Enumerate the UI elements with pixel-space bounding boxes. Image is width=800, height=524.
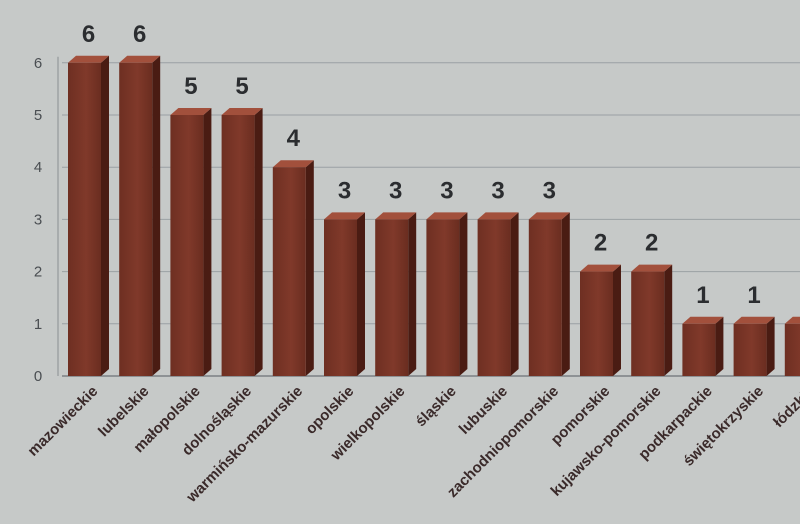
data-label: 6 xyxy=(82,21,95,48)
data-label: 1 xyxy=(696,282,709,309)
data-label: 4 xyxy=(287,125,301,152)
bars xyxy=(68,55,800,377)
bar xyxy=(784,316,800,376)
bar xyxy=(733,316,775,376)
data-label: 3 xyxy=(491,177,504,204)
data-label: 2 xyxy=(645,230,658,257)
y-tick-label: 2 xyxy=(34,264,42,281)
bar xyxy=(426,212,468,376)
bar xyxy=(375,212,417,376)
data-label: 6 xyxy=(133,21,146,48)
y-tick-label: 4 xyxy=(34,159,42,176)
bar xyxy=(119,55,161,377)
data-label: 2 xyxy=(594,230,607,257)
data-label: 3 xyxy=(338,177,351,204)
bar xyxy=(221,108,263,376)
y-tick-label: 1 xyxy=(34,316,42,333)
bar xyxy=(68,55,109,377)
bar xyxy=(682,316,724,376)
data-label: 5 xyxy=(235,73,248,100)
bar xyxy=(170,108,212,376)
y-tick-label: 3 xyxy=(34,211,42,228)
data-labels: 6 6 5 5 4 3 3 3 3 3 2 2 1 1 1 xyxy=(82,21,800,309)
x-category-label: śląskie xyxy=(412,383,459,430)
x-category-label: mazowieckie xyxy=(24,383,101,460)
data-label: 1 xyxy=(747,282,760,309)
y-tick-label: 5 xyxy=(34,107,42,124)
x-axis-labels: mazowieckielubelskiemałopolskiedolnośląs… xyxy=(24,383,800,507)
bar xyxy=(272,160,314,376)
data-label: 3 xyxy=(440,177,453,204)
bar xyxy=(631,264,673,376)
x-category-label: łódzkie xyxy=(770,383,800,431)
bar xyxy=(324,212,365,376)
data-label: 3 xyxy=(543,177,556,204)
bar xyxy=(528,212,570,376)
data-label: 1 xyxy=(799,282,800,309)
bar xyxy=(477,212,519,376)
data-label: 5 xyxy=(184,73,197,100)
y-tick-label: 6 xyxy=(34,55,42,72)
data-label: 3 xyxy=(389,177,402,204)
bar xyxy=(580,264,621,376)
y-tick-label: 0 xyxy=(34,368,42,385)
y-axis: 0 1 2 3 4 5 6 xyxy=(34,55,59,385)
